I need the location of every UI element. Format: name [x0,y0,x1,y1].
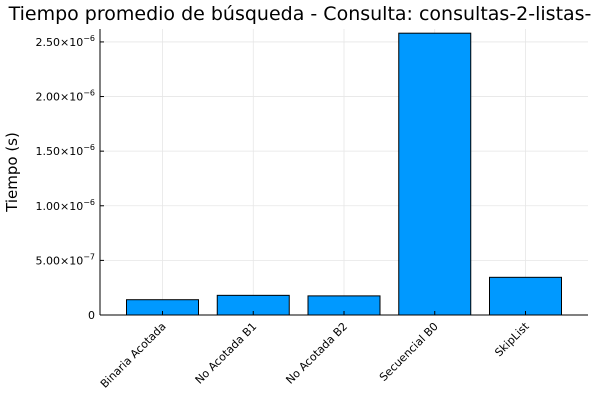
grid-lines [100,29,588,315]
x-tick-label: Secuencial B0 [377,320,441,384]
bars [126,32,562,316]
y-axis-label: Tiempo (s) [3,132,21,213]
x-tick-label: Binaria Acotada [98,320,169,391]
axes [99,29,588,316]
y-tick-label: 2.50×10−6 [35,34,95,49]
bar-secuencial-b0 [398,32,472,316]
bar-skiplist [489,276,562,316]
x-tick-labels: Binaria Acotada No Acotada B1 No Acotada B… [98,319,532,390]
y-tick-label: 0 [88,309,95,322]
x-tick-label: No Acotada B1 [193,320,260,387]
y-tick-label: 1.50×10−6 [35,143,95,158]
x-tick-label: No Acotada B2 [283,320,350,387]
y-tick-label: 2.00×10−6 [35,89,95,104]
y-tick-label: 1.00×10−6 [35,198,95,213]
y-tick-labels: 0 5.00×10−7 1.00×10−6 1.50×10−6 2.00×10−6 2.5… [35,34,95,322]
chart-title: Tiempo promedio de búsqueda - Consulta: … [8,3,592,25]
y-tick-label: 5.00×10−7 [35,252,95,267]
x-tick-label: SkipList [492,319,532,359]
